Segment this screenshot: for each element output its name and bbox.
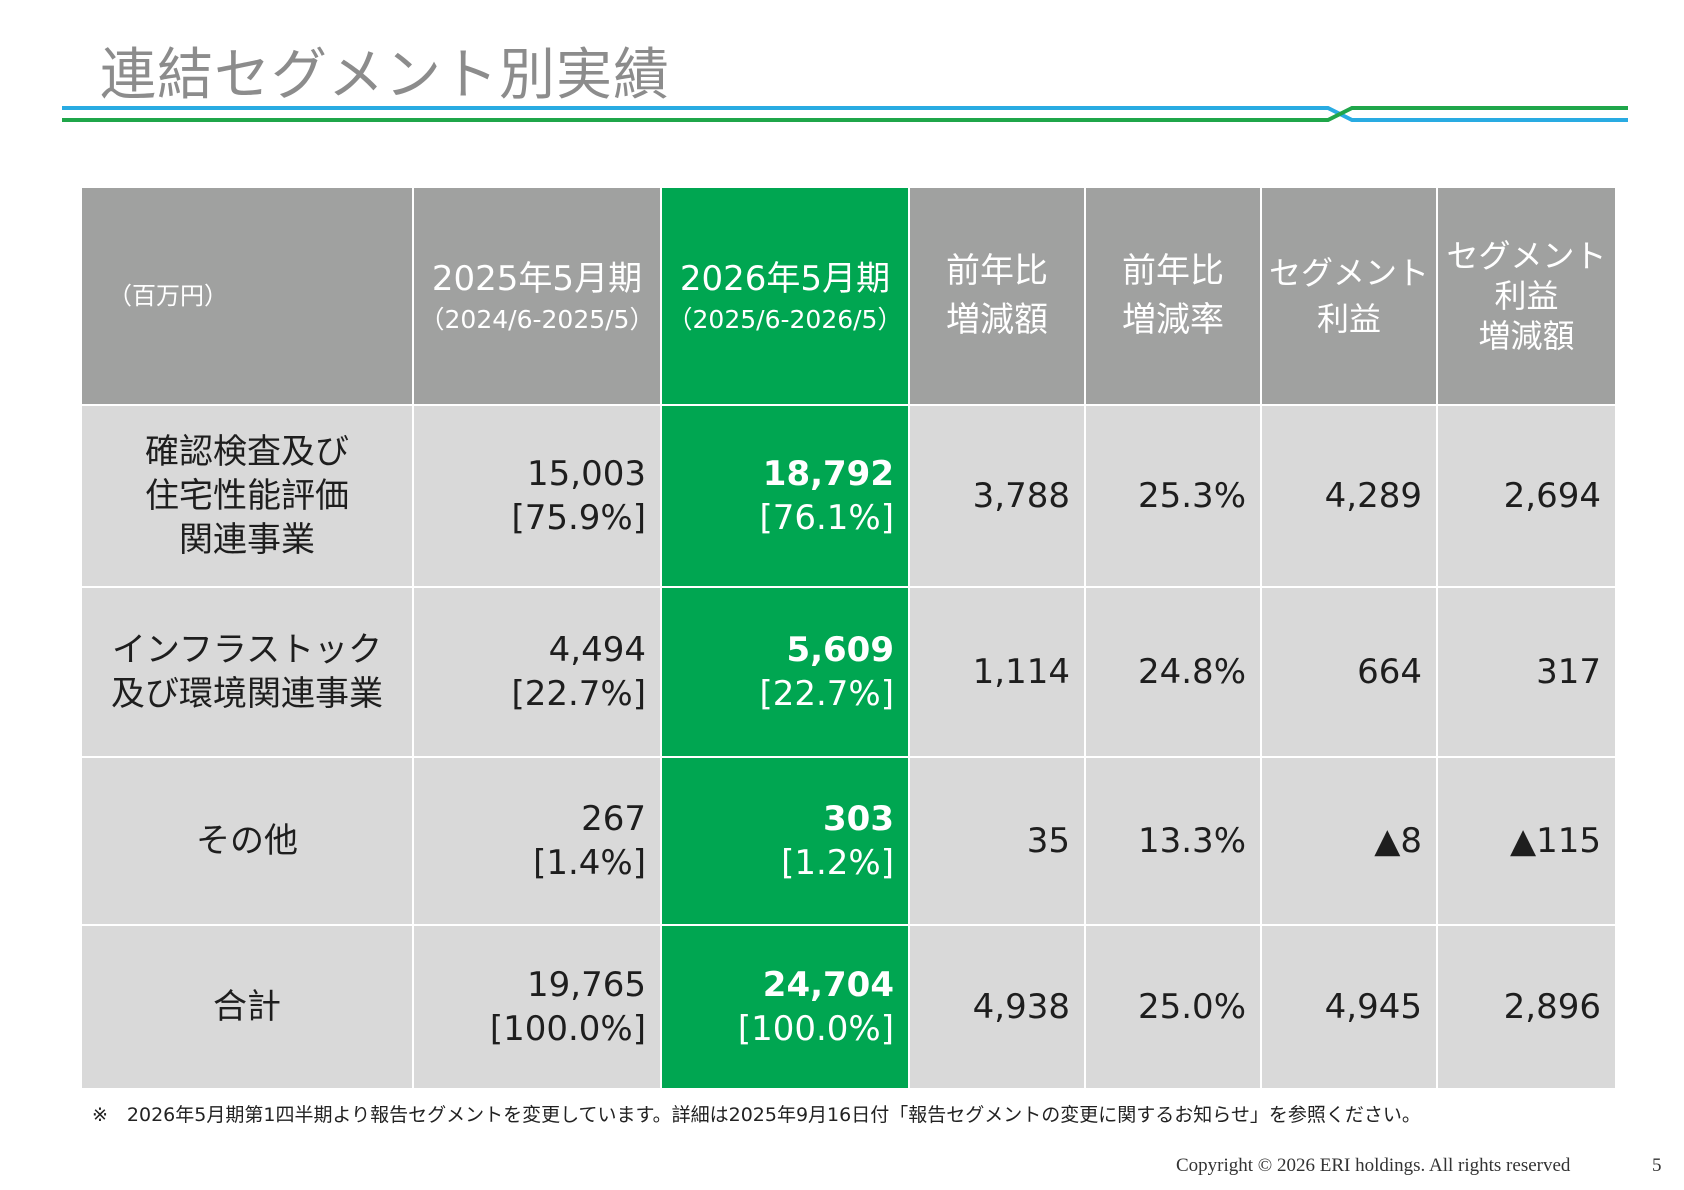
yoy-rate-cell: 24.8% <box>1084 586 1262 758</box>
table-total-row: 合計 19,765 [100.0%] 24,704 [100.0%] 4,938… <box>80 924 1617 1090</box>
fy2026-value: 18,792 <box>762 453 894 494</box>
yoy-rate-cell: 25.3% <box>1084 404 1262 588</box>
header-yoy-rate: 前年比 増減率 <box>1084 186 1262 406</box>
title-divider <box>62 106 1628 122</box>
header-segment-profit-change-line3: 増減額 <box>1478 317 1575 355</box>
fy2025-share: [22.7%] <box>511 674 646 714</box>
table-row: 確認検査及び 住宅性能評価 関連事業 15,003 [75.9%] 18,792… <box>80 404 1617 588</box>
fy2025-share: [100.0%] <box>489 1009 646 1049</box>
fy2025-cell: 15,003 [75.9%] <box>412 404 662 588</box>
segment-profit-cell: 664 <box>1260 586 1438 758</box>
fy2026-cell: 24,704 [100.0%] <box>660 924 910 1090</box>
fy2026-cell: 5,609 [22.7%] <box>660 586 910 758</box>
segment-label: 合計 <box>80 924 414 1090</box>
fy2025-value: 15,003 <box>527 453 646 494</box>
header-yoy-rate-line1: 前年比 <box>1122 250 1224 291</box>
fy2025-value: 4,494 <box>548 629 646 670</box>
segment-profit-change-cell: 2,896 <box>1436 924 1617 1090</box>
fy2026-cell: 303 [1.2%] <box>660 756 910 926</box>
segment-label-line: 関連事業 <box>179 520 315 561</box>
fy2026-value: 303 <box>823 798 894 839</box>
header-yoy-rate-line2: 増減率 <box>1122 300 1224 340</box>
segment-profit-cell: 4,289 <box>1260 404 1438 588</box>
fy2026-share: [100.0%] <box>737 1009 894 1049</box>
page-title: 連結セグメント別実績 <box>100 43 670 108</box>
segment-label: インフラストック 及び環境関連事業 <box>80 586 414 758</box>
header-segment-profit-line1: セグメント <box>1268 253 1429 292</box>
yoy-amount-cell: 4,938 <box>908 924 1086 1090</box>
segment-label-line: 合計 <box>213 986 281 1027</box>
fy2026-share: [1.2%] <box>781 843 894 883</box>
fy2025-share: [75.9%] <box>511 498 646 538</box>
header-fy2025: 2025年5月期 （2024/6-2025/5） <box>412 186 662 406</box>
yoy-amount-cell: 1,114 <box>908 586 1086 758</box>
yoy-amount-cell: 3,788 <box>908 404 1086 588</box>
header-segment-profit-line2: 利益 <box>1316 300 1381 338</box>
fy2026-share: [76.1%] <box>759 498 894 538</box>
fy2025-cell: 4,494 [22.7%] <box>412 586 662 758</box>
segment-label: 確認検査及び 住宅性能評価 関連事業 <box>80 404 414 588</box>
segment-label-line: 住宅性能評価 <box>145 475 349 516</box>
fy2025-share: [1.4%] <box>533 843 646 883</box>
fy2025-value: 267 <box>581 798 646 839</box>
fy2026-value: 24,704 <box>762 964 894 1005</box>
fy2025-value: 19,765 <box>527 964 646 1005</box>
copyright-text: Copyright © 2026 ERI holdings. All right… <box>1176 1155 1571 1176</box>
fy2026-cell: 18,792 [76.1%] <box>660 404 910 588</box>
segment-label: その他 <box>80 756 414 926</box>
fy2025-cell: 267 [1.4%] <box>412 756 662 926</box>
table-header-row: （百万円） 2025年5月期 （2024/6-2025/5） 2026年5月期 … <box>80 186 1617 406</box>
fy2026-share: [22.7%] <box>759 674 894 714</box>
segment-profit-change-cell: ▲115 <box>1436 756 1617 926</box>
header-fy2026: 2026年5月期 （2025/6-2026/5） <box>660 186 910 406</box>
header-segment-profit: セグメント 利益 <box>1260 186 1438 406</box>
unit-label: （百万円） <box>80 186 414 406</box>
header-segment-profit-change: セグメント 利益 増減額 <box>1436 186 1617 406</box>
segment-profit-change-cell: 317 <box>1436 586 1617 758</box>
header-yoy-amount: 前年比 増減額 <box>908 186 1086 406</box>
table-row: その他 267 [1.4%] 303 [1.2%] 35 13.3% ▲8 ▲1… <box>80 756 1617 926</box>
segment-results-table-container: （百万円） 2025年5月期 （2024/6-2025/5） 2026年5月期 … <box>80 186 1617 1090</box>
header-yoy-amount-line1: 前年比 <box>946 250 1048 291</box>
segment-label-line: 及び環境関連事業 <box>111 674 383 714</box>
segment-results-table: （百万円） 2025年5月期 （2024/6-2025/5） 2026年5月期 … <box>80 186 1617 1090</box>
header-fy2025-period: （2024/6-2025/5） <box>419 305 655 335</box>
header-segment-profit-change-line2: 利益 <box>1494 277 1559 315</box>
yoy-amount-cell: 35 <box>908 756 1086 926</box>
fy2026-value: 5,609 <box>786 629 894 670</box>
footnote: ※ 2026年5月期第1四半期より報告セグメントを変更しています。詳細は2025… <box>92 1104 1421 1126</box>
segment-label-line: 確認検査及び <box>145 431 349 472</box>
header-segment-profit-change-line1: セグメント <box>1446 237 1607 275</box>
segment-label-line: その他 <box>196 820 298 861</box>
yoy-rate-cell: 13.3% <box>1084 756 1262 926</box>
segment-label-line: インフラストック <box>111 629 383 670</box>
page-number: 5 <box>1652 1155 1662 1176</box>
yoy-rate-cell: 25.0% <box>1084 924 1262 1090</box>
fy2025-cell: 19,765 [100.0%] <box>412 924 662 1090</box>
segment-profit-cell: ▲8 <box>1260 756 1438 926</box>
header-fy2026-period: （2025/6-2026/5） <box>667 305 903 335</box>
table-row: インフラストック 及び環境関連事業 4,494 [22.7%] 5,609 [2… <box>80 586 1617 758</box>
header-fy2026-title: 2026年5月期 <box>679 259 891 300</box>
header-yoy-amount-line2: 増減額 <box>946 300 1048 340</box>
segment-profit-cell: 4,945 <box>1260 924 1438 1090</box>
header-fy2025-title: 2025年5月期 <box>431 259 643 300</box>
segment-profit-change-cell: 2,694 <box>1436 404 1617 588</box>
